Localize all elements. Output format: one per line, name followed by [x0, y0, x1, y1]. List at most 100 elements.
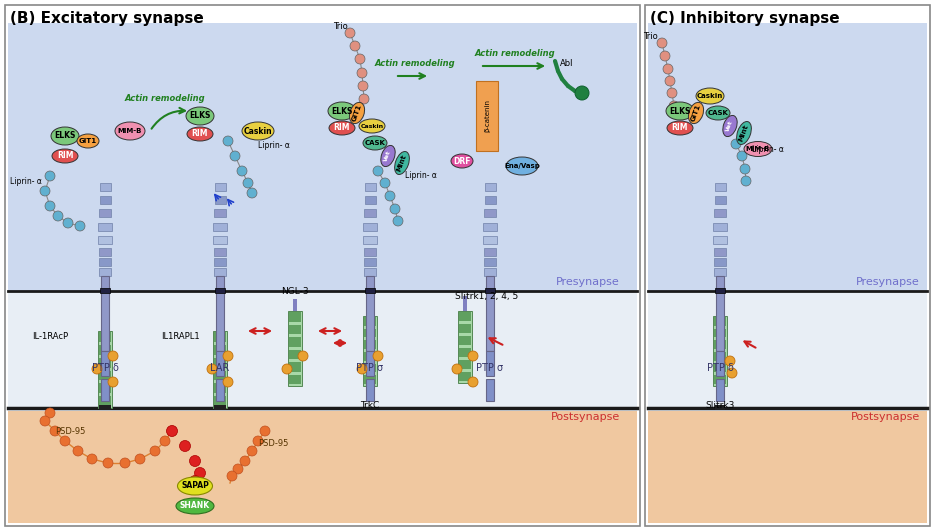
Circle shape	[190, 456, 200, 467]
Text: SAPAP: SAPAP	[181, 482, 209, 491]
Bar	[713, 223, 727, 231]
Bar	[213, 223, 227, 231]
Ellipse shape	[77, 134, 99, 148]
Text: Presynapse: Presynapse	[856, 277, 920, 287]
Bar	[714, 329, 726, 337]
Text: LAR: LAR	[210, 363, 230, 373]
Bar	[8, 408, 637, 523]
Text: Vet: Vet	[726, 119, 734, 132]
Bar	[293, 299, 297, 311]
Circle shape	[223, 377, 233, 387]
Ellipse shape	[737, 122, 752, 144]
Bar	[5, 5, 640, 526]
Ellipse shape	[51, 127, 79, 145]
Text: β-catenin: β-catenin	[484, 99, 490, 133]
Bar	[648, 408, 927, 523]
Bar	[214, 183, 225, 191]
Circle shape	[45, 171, 55, 181]
Circle shape	[73, 446, 83, 456]
Bar	[215, 288, 225, 293]
Circle shape	[60, 436, 70, 446]
Bar	[366, 286, 374, 351]
Circle shape	[727, 368, 737, 378]
Text: MIM-B: MIM-B	[746, 146, 770, 152]
Ellipse shape	[688, 102, 703, 124]
Ellipse shape	[350, 102, 365, 124]
Bar	[648, 23, 927, 291]
Bar	[99, 183, 110, 191]
Ellipse shape	[363, 136, 387, 150]
Text: RIM: RIM	[671, 124, 688, 133]
Bar	[716, 351, 724, 376]
Bar	[99, 248, 111, 256]
Circle shape	[657, 38, 667, 48]
Ellipse shape	[178, 477, 212, 495]
Bar	[98, 331, 112, 408]
Bar	[99, 268, 111, 276]
Bar	[483, 223, 497, 231]
Circle shape	[87, 454, 97, 464]
Text: Actin remodeling: Actin remodeling	[124, 94, 206, 103]
Circle shape	[50, 426, 60, 436]
Text: Trio: Trio	[333, 22, 348, 31]
Bar	[486, 276, 494, 291]
Bar	[366, 276, 374, 291]
Circle shape	[135, 454, 145, 464]
Ellipse shape	[381, 145, 396, 167]
Text: Caskin: Caskin	[244, 126, 272, 135]
Text: CASK: CASK	[708, 110, 728, 116]
Circle shape	[45, 201, 55, 211]
Circle shape	[663, 64, 673, 74]
Text: (B) Excitatory synapse: (B) Excitatory synapse	[10, 11, 204, 26]
Ellipse shape	[395, 151, 410, 175]
Ellipse shape	[666, 102, 694, 120]
Ellipse shape	[186, 107, 214, 125]
Text: PSD-95: PSD-95	[258, 439, 288, 448]
Bar	[716, 286, 724, 351]
Circle shape	[180, 441, 191, 451]
Circle shape	[45, 408, 55, 418]
Circle shape	[667, 88, 677, 98]
Bar	[289, 312, 301, 321]
Bar	[288, 311, 302, 386]
Circle shape	[253, 436, 263, 446]
Bar	[98, 236, 112, 244]
Bar	[214, 383, 226, 393]
Bar	[213, 236, 227, 244]
Bar	[716, 276, 724, 291]
Ellipse shape	[176, 498, 214, 514]
Circle shape	[468, 351, 478, 361]
Bar	[100, 288, 110, 293]
Bar	[99, 371, 111, 380]
Bar	[99, 396, 111, 406]
Bar	[214, 196, 225, 204]
Text: IL1RAPL1: IL1RAPL1	[161, 332, 199, 341]
Bar	[364, 248, 376, 256]
Circle shape	[359, 94, 369, 104]
Text: RIM: RIM	[192, 130, 209, 139]
Circle shape	[63, 218, 73, 228]
Bar	[713, 316, 727, 386]
Circle shape	[575, 86, 589, 100]
Bar	[8, 291, 637, 411]
Bar	[289, 349, 301, 359]
Bar	[214, 371, 226, 380]
Bar	[484, 258, 496, 266]
Text: ELKS: ELKS	[54, 132, 76, 141]
Bar	[459, 312, 471, 321]
Bar	[213, 331, 227, 408]
Circle shape	[660, 51, 670, 61]
Text: PTP σ: PTP σ	[356, 363, 383, 373]
Bar	[486, 379, 494, 401]
Bar	[363, 316, 377, 386]
Circle shape	[75, 221, 85, 231]
Bar	[364, 329, 376, 337]
Ellipse shape	[706, 106, 730, 120]
Bar	[459, 336, 471, 345]
Circle shape	[103, 458, 113, 468]
Circle shape	[373, 166, 383, 176]
Text: CASK: CASK	[365, 140, 385, 146]
Bar	[484, 196, 496, 204]
Bar	[364, 209, 376, 217]
Circle shape	[357, 68, 367, 78]
